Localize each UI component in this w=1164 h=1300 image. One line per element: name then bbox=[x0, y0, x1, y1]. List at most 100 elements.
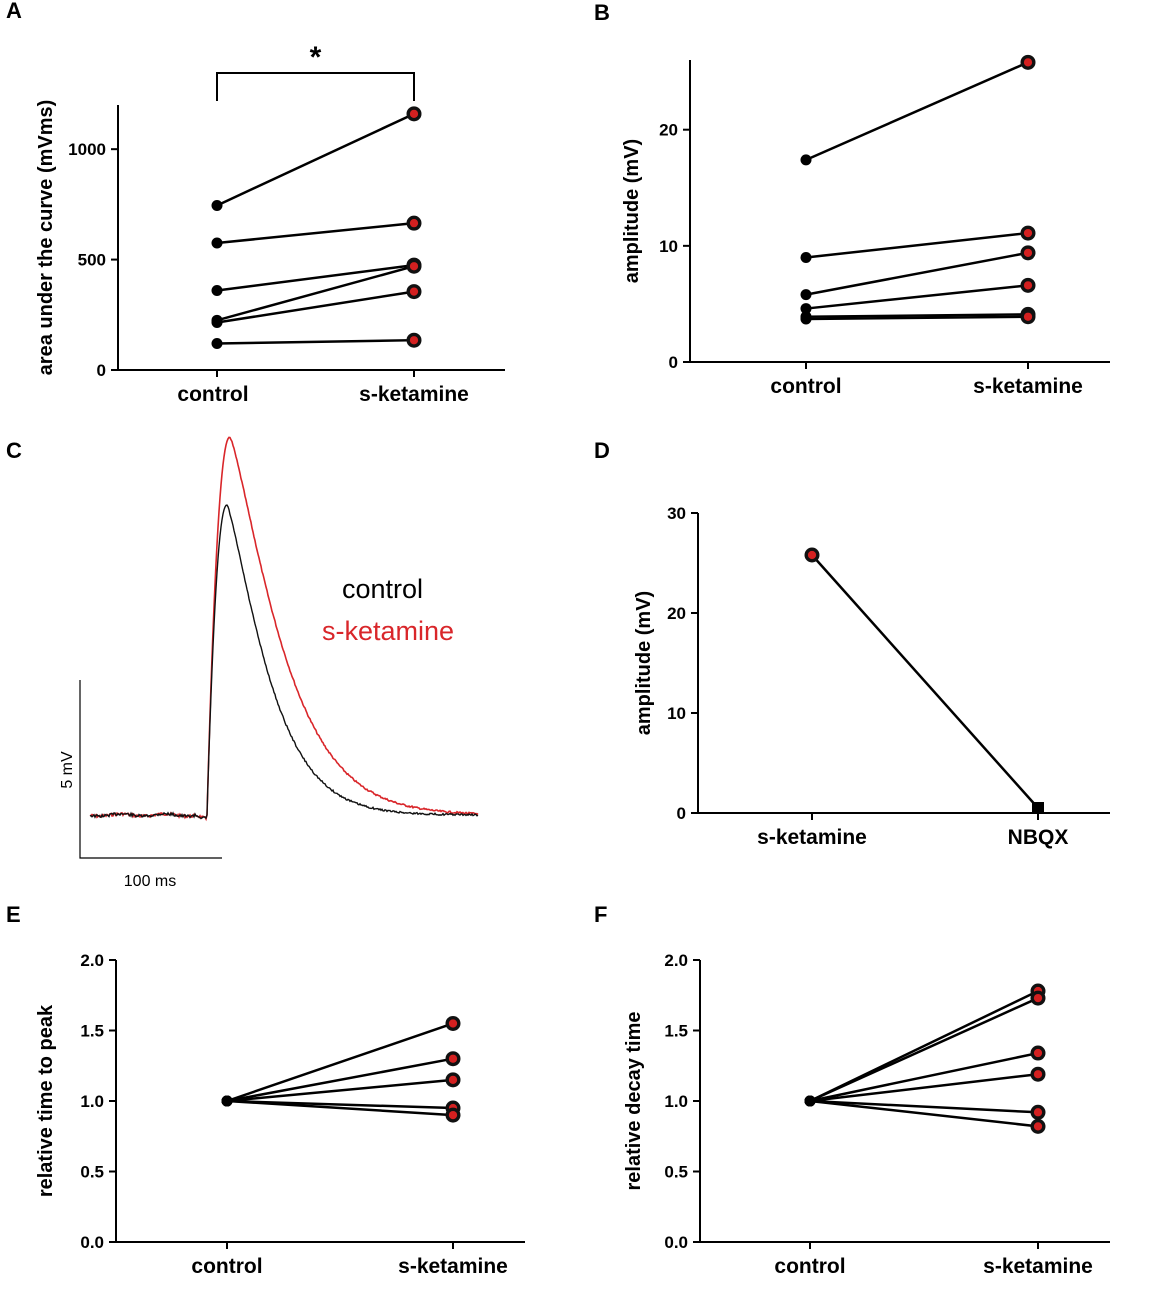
panel-label-a: A bbox=[6, 0, 22, 23]
pair-line bbox=[809, 1099, 1039, 1128]
pair-line bbox=[216, 112, 415, 207]
y-tick-label: 10 bbox=[659, 237, 678, 256]
point-ketamine bbox=[406, 215, 422, 231]
point-control bbox=[800, 289, 812, 301]
point-ketamine bbox=[445, 1072, 461, 1088]
pair-line bbox=[809, 1051, 1039, 1103]
y-tick-label: 2.0 bbox=[80, 951, 104, 970]
point-first-core bbox=[807, 550, 817, 560]
y-tick-label: 0 bbox=[677, 804, 686, 823]
y-tick-label: 30 bbox=[667, 504, 686, 523]
point-control bbox=[221, 1095, 233, 1107]
point-ketamine-core bbox=[1023, 248, 1033, 257]
point-ketamine bbox=[445, 1107, 461, 1123]
pair-line bbox=[809, 1099, 1039, 1114]
point-ketamine bbox=[445, 1015, 461, 1031]
point-ketamine bbox=[1030, 1104, 1046, 1120]
x-category-label: s-ketamine bbox=[757, 826, 867, 849]
panel-label-f: F bbox=[594, 902, 607, 927]
x-category-label: control bbox=[191, 1255, 262, 1278]
point-control bbox=[804, 1095, 816, 1107]
point-ketamine bbox=[1020, 245, 1036, 261]
y-axis-label: amplitude (mV) bbox=[621, 139, 643, 283]
x-category-label: NBQX bbox=[1008, 826, 1069, 849]
y-tick-label: 0.0 bbox=[80, 1233, 104, 1252]
point-control bbox=[211, 338, 223, 349]
point-ketamine bbox=[445, 1051, 461, 1067]
scale-bar-y-label: 5 mV bbox=[59, 751, 76, 789]
scale-bar-x-label: 100 ms bbox=[124, 873, 176, 890]
point-ketamine bbox=[1030, 1066, 1046, 1082]
point-ketamine-core bbox=[409, 262, 419, 271]
point-ketamine-core bbox=[409, 336, 419, 345]
point-ketamine-core bbox=[1033, 1108, 1043, 1117]
y-axis-label: amplitude (mV) bbox=[633, 591, 655, 735]
x-category-label: control bbox=[774, 1255, 845, 1278]
point-ketamine bbox=[406, 332, 422, 348]
panel-label-d: D bbox=[594, 438, 610, 463]
point-ketamine-core bbox=[1023, 312, 1033, 321]
pair-line bbox=[226, 1099, 454, 1117]
trace-control bbox=[89, 504, 479, 820]
point-control bbox=[800, 303, 812, 315]
y-tick-label: 20 bbox=[667, 604, 686, 623]
panel-d: D 0 10 20 30 s-ketamine NBQX amplitude (mV) bbox=[594, 438, 1110, 849]
pair-line bbox=[805, 284, 1029, 310]
point-ketamine-core bbox=[409, 219, 419, 228]
point-ketamine-core bbox=[448, 1110, 458, 1120]
pair-line bbox=[226, 1078, 454, 1103]
point-control bbox=[211, 317, 223, 329]
x-category-label: s-ketamine bbox=[983, 1255, 1093, 1278]
pair-line bbox=[216, 338, 415, 345]
pair-line bbox=[216, 263, 415, 292]
point-ketamine bbox=[406, 258, 422, 274]
pair-line bbox=[811, 554, 1039, 809]
pair-line bbox=[805, 251, 1029, 296]
point-second bbox=[1032, 802, 1044, 814]
panel-a: A 0 500 1000 control s-ketamine area under the… bbox=[6, 0, 505, 406]
pair-line bbox=[805, 61, 1029, 162]
panel-label-c: C bbox=[6, 438, 22, 463]
point-ketamine bbox=[1020, 54, 1036, 70]
pair-line bbox=[805, 231, 1029, 259]
panel-b: B 0 10 20 control s-ketamine amplitude (mV) bbox=[594, 0, 1110, 398]
y-tick-label: 0.5 bbox=[80, 1163, 104, 1182]
x-category-label: s-ketamine bbox=[359, 383, 469, 406]
y-axis-label: area under the curve (mVms) bbox=[35, 100, 57, 376]
x-category-label: s-ketamine bbox=[398, 1255, 508, 1278]
point-ketamine-core bbox=[448, 1019, 458, 1028]
y-tick-label: 500 bbox=[78, 251, 106, 270]
point-ketamine bbox=[1030, 990, 1046, 1006]
pair-line bbox=[809, 996, 1039, 1103]
point-ketamine-core bbox=[1023, 58, 1033, 67]
pair-line bbox=[216, 265, 415, 322]
trace-ketamine bbox=[89, 436, 479, 822]
point-first bbox=[804, 547, 820, 563]
y-tick-label: 0.5 bbox=[664, 1163, 688, 1182]
point-ketamine bbox=[1020, 225, 1036, 241]
significance-bracket bbox=[216, 72, 415, 101]
panel-e: E 0.0 0.5 1.0 1.5 2.0 control s-ketamine relativ… bbox=[6, 902, 525, 1278]
pair-line bbox=[805, 315, 1029, 321]
pair-line bbox=[226, 1022, 454, 1103]
point-ketamine-core bbox=[1023, 281, 1033, 290]
pair-line bbox=[805, 313, 1029, 318]
point-control bbox=[211, 285, 223, 296]
y-tick-label: 2.0 bbox=[664, 951, 688, 970]
point-ketamine-core bbox=[409, 287, 419, 296]
y-tick-label: 0 bbox=[669, 353, 678, 372]
y-tick-label: 1.5 bbox=[80, 1022, 104, 1041]
point-ketamine-core bbox=[1033, 1122, 1043, 1131]
pair-line bbox=[226, 1057, 454, 1103]
pair-line bbox=[216, 290, 415, 324]
x-category-label: control bbox=[177, 383, 248, 406]
point-ketamine-core bbox=[409, 109, 419, 118]
panel-f: F 0.0 0.5 1.0 1.5 2.0 control s-ketamine relativ… bbox=[594, 902, 1110, 1278]
y-tick-label: 20 bbox=[659, 121, 678, 140]
y-tick-label: 0 bbox=[97, 361, 106, 380]
point-control bbox=[800, 251, 812, 263]
x-category-label: control bbox=[770, 375, 841, 398]
panel-label-e: E bbox=[6, 902, 21, 927]
y-axis-label: relative decay time bbox=[623, 1012, 645, 1191]
